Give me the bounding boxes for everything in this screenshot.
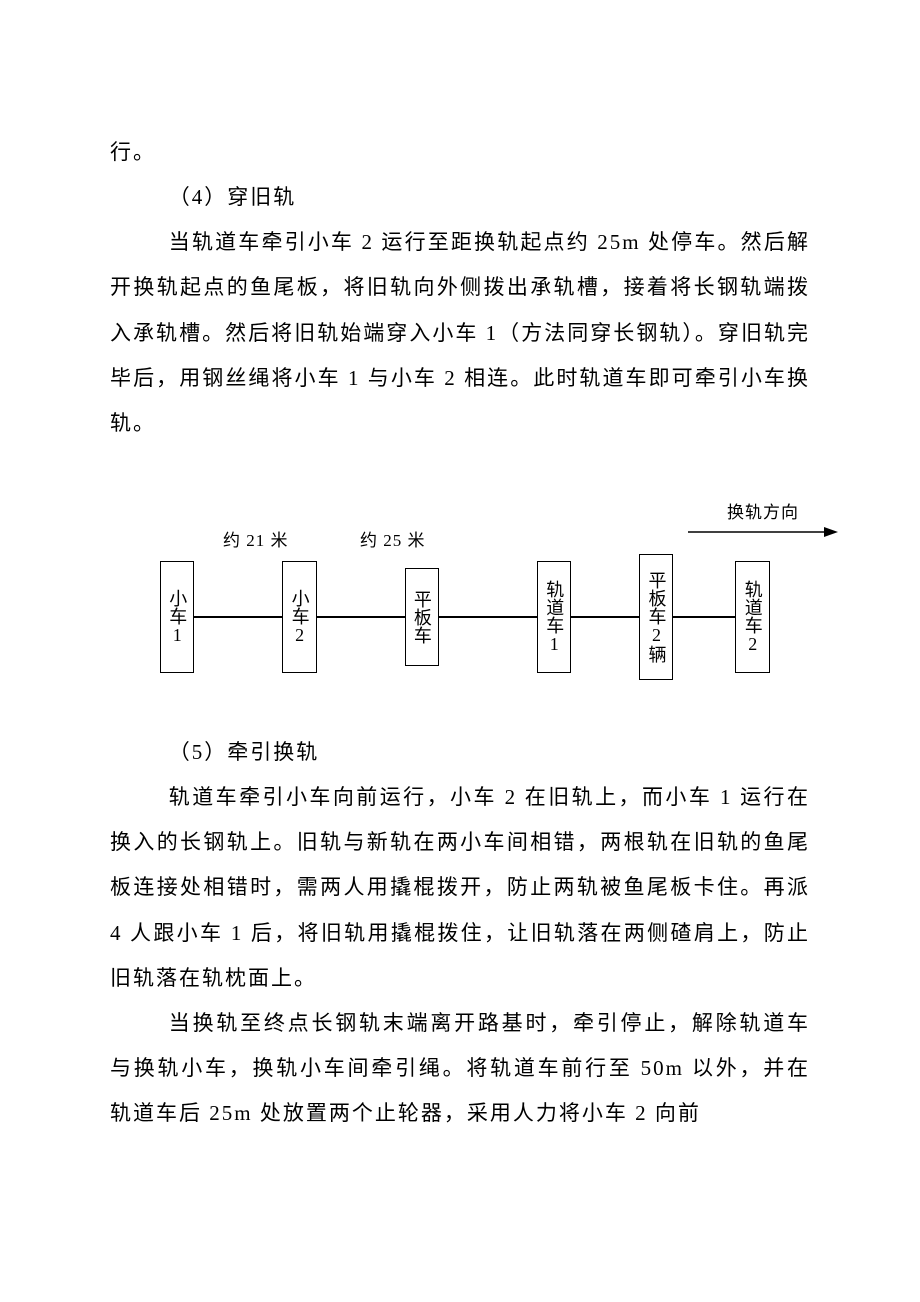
distance-label-2: 约 25 米 xyxy=(360,526,426,551)
paragraph-continuation: 行。 xyxy=(110,130,810,175)
diagram-node: 轨道车1 xyxy=(537,561,571,673)
arrow-right-icon xyxy=(688,525,838,539)
diagram-node-label: 小车2 xyxy=(287,589,311,645)
paragraph-body-4: 当轨道车牵引小车 2 运行至距换轨起点约 25m 处停车。然后解开换轨起点的鱼尾… xyxy=(110,220,810,446)
section-heading-4: （4）穿旧轨 xyxy=(110,175,810,220)
section-heading-5: （5）牵引换轨 xyxy=(110,730,810,775)
diagram-node: 平板车 xyxy=(405,568,439,666)
diagram-node: 轨道车2 xyxy=(735,561,769,673)
diagram-edge xyxy=(439,616,537,618)
direction-arrow-label: 换轨方向 xyxy=(688,498,838,523)
diagram-node-label: 轨道车1 xyxy=(542,580,566,654)
distance-label-1: 约 21 米 xyxy=(223,526,289,551)
diagram-node-label: 轨道车2 xyxy=(740,580,764,654)
diagram-edge xyxy=(673,616,735,618)
diagram-node-label: 平板车 xyxy=(410,590,434,644)
diagram-edge xyxy=(194,616,282,618)
diagram-node: 平板车2辆 xyxy=(639,554,673,680)
rail-diagram: 换轨方向 约 21 米 约 25 米 小车1小车2平板车轨道车1平板车2辆轨道车… xyxy=(110,498,810,688)
diagram-node-label: 平板车2辆 xyxy=(644,571,668,663)
diagram-nodes-row: 小车1小车2平板车轨道车1平板车2辆轨道车2 xyxy=(160,554,760,680)
diagram-node: 小车2 xyxy=(282,561,316,673)
diagram-edge xyxy=(571,616,639,618)
paragraph-body-5b: 当换轨至终点长钢轨末端离开路基时，牵引停止，解除轨道车与换轨小车，换轨小车间牵引… xyxy=(110,1001,810,1136)
document-page: 行。 （4）穿旧轨 当轨道车牵引小车 2 运行至距换轨起点约 25m 处停车。然… xyxy=(0,0,920,1302)
paragraph-body-5a: 轨道车牵引小车向前运行，小车 2 在旧轨上，而小车 1 运行在换入的长钢轨上。旧… xyxy=(110,775,810,1001)
diagram-node: 小车1 xyxy=(160,561,194,673)
diagram-node-label: 小车1 xyxy=(165,589,189,645)
diagram-edge xyxy=(317,616,405,618)
direction-arrow-group: 换轨方向 xyxy=(688,498,838,539)
